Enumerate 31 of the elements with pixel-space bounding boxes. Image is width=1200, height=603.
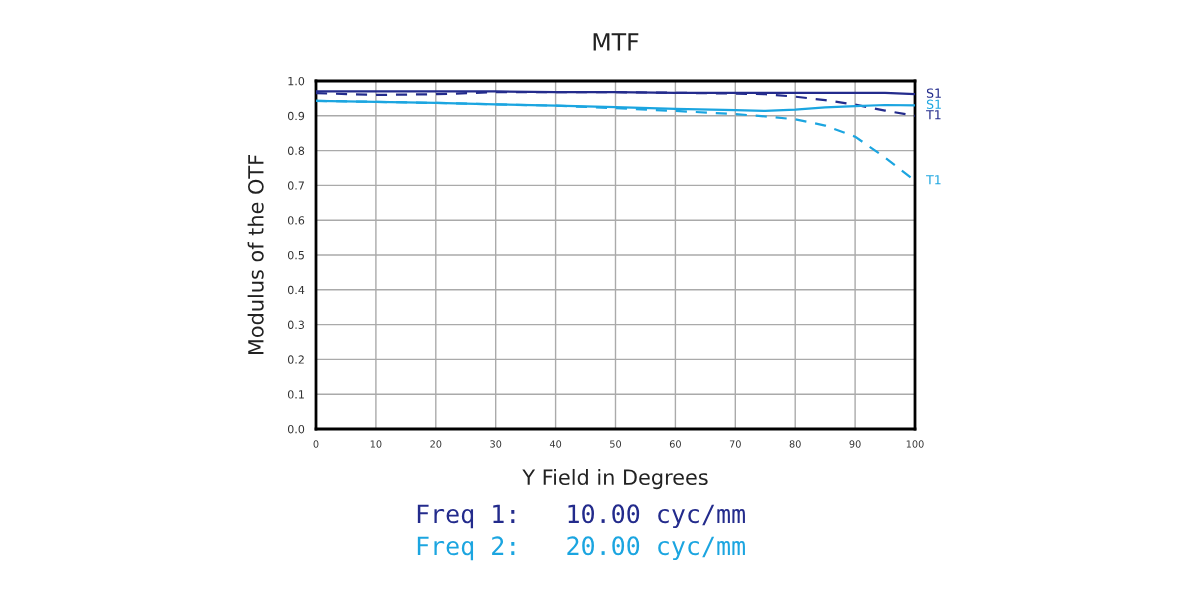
x-tick-label: 100: [906, 440, 924, 448]
x-tick-label: 20: [430, 440, 442, 448]
x-tick-label: 80: [789, 440, 801, 448]
text: Freq 2: 20.00 cyc/mm: [417, 536, 745, 561]
x-tick-label: 90: [849, 440, 861, 448]
y-tick-label: 0.9: [287, 111, 305, 121]
y-tick-label: 0.0: [287, 424, 305, 434]
series-label: S1: [926, 88, 941, 98]
x-axis-title: Y Field in Degrees: [522, 468, 708, 490]
x-tick-label: 10: [370, 440, 382, 448]
x-tick-label: 0: [313, 440, 319, 448]
y-tick-label: 0.7: [287, 181, 304, 190]
x-tick-label: 30: [490, 440, 502, 448]
x-tick-label: 60: [669, 440, 681, 448]
text: Freq 1: 10.00 cyc/mm: [417, 504, 745, 529]
series-label: T1: [926, 110, 941, 120]
y-tick-label: 1.0: [288, 76, 305, 86]
x-tick-label: 50: [610, 440, 622, 448]
y-tick-label: 0.8: [287, 146, 305, 155]
y-tick-label: 0.2: [287, 355, 304, 364]
y-tick-label: 0.5: [287, 250, 304, 260]
series-label: S1: [926, 99, 941, 109]
series-label: T1: [926, 175, 941, 185]
y-tick-label: 0.3: [287, 320, 304, 329]
y-tick-label: 0.4: [287, 285, 305, 295]
y-tick-label: 0.6: [287, 216, 305, 225]
y-tick-label: 0.1: [287, 390, 304, 399]
x-tick-label: 70: [729, 440, 741, 448]
chart-title: MTF: [593, 33, 639, 51]
x-tick-label: 40: [549, 440, 562, 448]
y-axis-title: Modulus of the OTF: [247, 155, 264, 355]
